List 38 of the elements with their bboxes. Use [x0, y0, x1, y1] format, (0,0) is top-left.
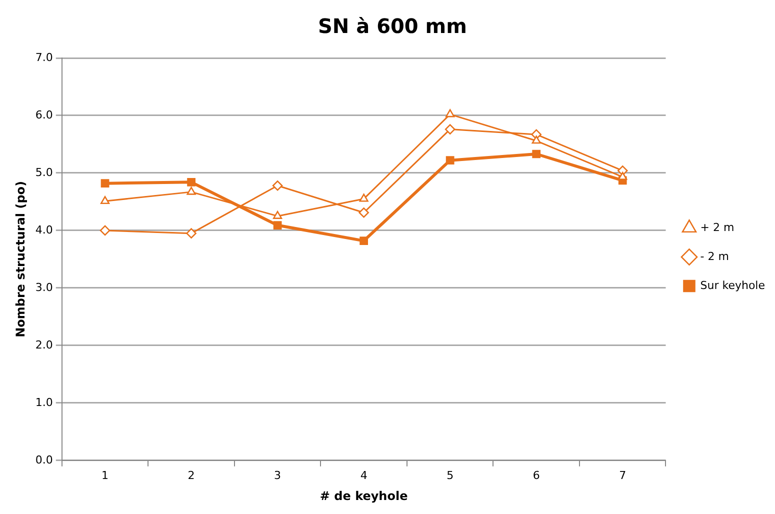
x-tick-label: 4 [360, 468, 368, 482]
point [532, 150, 541, 158]
point [358, 207, 369, 218]
y-axis-title: Nombre structural (po) [13, 180, 28, 338]
point [100, 196, 110, 204]
x-axis-title: # de keyhole [320, 488, 408, 503]
chart-title: SN à 600 mm [318, 14, 467, 38]
y-tick-label: 7.0 [35, 50, 53, 64]
point [532, 136, 541, 144]
point [187, 178, 196, 186]
x-tick-label: 1 [102, 468, 109, 482]
point [273, 221, 282, 230]
point [446, 156, 454, 165]
x-tick-label: 5 [446, 468, 454, 482]
y-tick-label: 0.0 [35, 453, 53, 466]
y-tick-label: 5.0 [35, 166, 53, 179]
point [100, 225, 110, 236]
x-tick-label: 2 [188, 468, 195, 482]
point [360, 236, 368, 245]
point [444, 124, 456, 134]
point [359, 194, 368, 202]
y-tick-label: 2.0 [35, 338, 53, 352]
legend-label: - 2 m [700, 250, 729, 263]
point [100, 179, 110, 188]
point [272, 180, 283, 191]
legend-label: Sur keyhole [700, 278, 766, 292]
x-tick-label: 3 [274, 468, 282, 482]
y-tick-label: 3.0 [35, 280, 53, 294]
point [273, 210, 282, 219]
legend-label: + 2 m [700, 220, 734, 234]
point [446, 109, 455, 118]
point [186, 228, 196, 238]
x-tick-label: 6 [532, 468, 540, 482]
y-tick-label: 1.0 [35, 396, 53, 409]
y-tick-label: 6.0 [35, 108, 53, 122]
x-tick-label: 7 [619, 468, 626, 482]
point [186, 186, 196, 195]
y-tick-label: 4.0 [35, 223, 53, 236]
